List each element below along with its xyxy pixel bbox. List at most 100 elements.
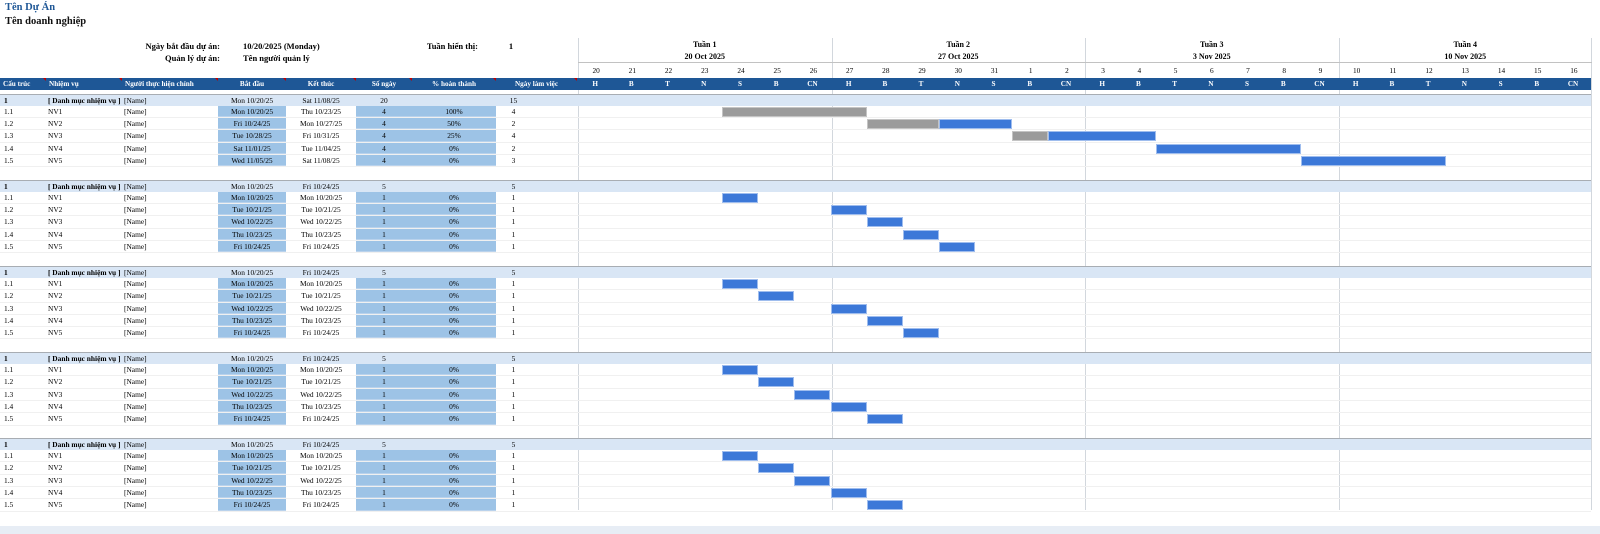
owner-cell[interactable]: [Name] [124,131,147,141]
workdays-cell[interactable]: 1 [511,303,516,313]
days-cell[interactable]: 4 [356,118,412,130]
days-cell[interactable]: 5 [382,439,386,449]
owner-cell[interactable]: [Name] [124,389,147,399]
wbs-cell[interactable]: 1.4 [4,229,14,239]
percent-complete-cell[interactable]: 0% [412,204,496,216]
days-cell[interactable]: 1 [356,327,412,339]
days-cell[interactable]: 4 [356,142,412,154]
owner-cell[interactable]: [Name] [124,106,147,116]
workdays-cell[interactable]: 1 [511,205,516,215]
task-name-cell[interactable]: NV5 [48,155,63,165]
end-date-cell[interactable]: Fri 10/24/25 [302,242,340,252]
end-date-cell[interactable]: Fri 10/31/25 [302,131,340,141]
percent-complete-cell[interactable]: 0% [412,499,496,511]
start-date-cell[interactable]: Fri 10/24/25 [218,241,286,253]
end-date-cell[interactable]: Tue 11/04/25 [301,143,341,153]
owner-cell[interactable]: [Name] [124,192,147,202]
start-date-cell[interactable]: Mon 10/20/25 [218,450,286,462]
start-date-cell[interactable]: Tue 10/21/25 [218,204,286,216]
percent-complete-cell[interactable]: 0% [412,228,496,241]
wbs-cell[interactable]: 1.3 [4,389,14,399]
percent-complete-cell[interactable]: 0% [412,154,496,167]
wbs-cell[interactable]: 1.1 [4,278,14,288]
percent-complete-cell[interactable]: 0% [412,314,496,327]
end-date-cell[interactable]: Wed 10/22/25 [300,217,342,227]
owner-cell[interactable]: [Name] [124,328,147,338]
percent-complete-cell[interactable] [412,353,496,364]
start-date-cell[interactable]: Wed 10/22/25 [218,474,286,486]
end-date-cell[interactable]: Fri 10/24/25 [302,500,340,510]
days-cell[interactable]: 5 [382,267,386,277]
workdays-cell[interactable]: 1 [511,414,516,424]
start-date-cell[interactable]: Thu 10/23/25 [218,314,286,327]
owner-cell[interactable]: [Name] [124,451,147,461]
wbs-cell[interactable]: 1.5 [4,328,14,338]
owner-cell[interactable]: [Name] [124,155,147,165]
owner-cell[interactable]: [Name] [124,315,147,325]
workdays-cell[interactable]: 1 [511,488,516,497]
days-cell[interactable]: 1 [356,228,412,241]
workdays-cell[interactable]: 1 [511,315,516,325]
start-date-cell[interactable]: Mon 10/20/25 [230,267,274,277]
percent-complete-cell[interactable]: 0% [412,290,496,302]
days-cell[interactable]: 4 [356,130,412,142]
end-date-cell[interactable]: Thu 10/23/25 [300,106,342,116]
wbs-cell[interactable]: 1.1 [4,192,14,202]
end-date-cell[interactable]: Mon 10/20/25 [299,278,343,288]
end-date-cell[interactable]: Mon 10/20/25 [299,192,343,202]
start-date-cell[interactable]: Tue 10/21/25 [218,290,286,302]
percent-complete-cell[interactable] [412,439,496,450]
task-name-cell[interactable]: NV2 [48,205,63,215]
days-cell[interactable]: 1 [356,376,412,388]
owner-cell[interactable]: [Name] [124,205,147,215]
workdays-cell[interactable]: 1 [511,217,516,227]
start-date-cell[interactable]: Fri 10/24/25 [218,413,286,425]
days-cell[interactable]: 1 [356,474,412,486]
task-name-cell[interactable]: NV4 [48,488,63,497]
start-date-cell[interactable]: Thu 10/23/25 [218,228,286,241]
workdays-cell[interactable]: 5 [511,439,516,449]
wbs-cell[interactable]: 1.3 [4,217,14,227]
workdays-cell[interactable]: 1 [511,401,516,411]
end-date-cell[interactable]: Wed 10/22/25 [300,303,342,313]
workdays-cell[interactable]: 1 [511,291,516,301]
owner-cell[interactable]: [Name] [124,119,147,129]
task-name-cell[interactable]: NV5 [48,414,63,424]
end-date-cell[interactable]: Thu 10/23/25 [300,401,342,411]
percent-complete-cell[interactable]: 0% [412,462,496,474]
percent-complete-cell[interactable]: 0% [412,400,496,413]
owner-cell[interactable]: [Name] [124,229,147,239]
percent-complete-cell[interactable] [412,181,496,192]
end-date-cell[interactable]: Tue 10/21/25 [301,205,341,215]
owner-cell[interactable]: [Name] [124,217,147,227]
start-date-cell[interactable]: Mon 10/20/25 [218,191,286,204]
start-date-cell[interactable]: Mon 10/20/25 [230,353,274,363]
days-cell[interactable]: 1 [356,413,412,425]
end-date-cell[interactable]: Fri 10/24/25 [302,328,340,338]
workdays-cell[interactable]: 2 [511,143,516,153]
workdays-cell[interactable]: 5 [511,181,516,191]
days-cell[interactable]: 1 [356,450,412,462]
start-date-cell[interactable]: Thu 10/23/25 [218,400,286,413]
task-name-cell[interactable]: NV5 [48,500,63,510]
percent-complete-cell[interactable]: 0% [412,450,496,462]
workdays-cell[interactable]: 15 [509,95,518,105]
task-name-cell[interactable]: [ Danh mục nhiệm vụ ] [48,439,121,449]
percent-complete-cell[interactable]: 0% [412,277,496,290]
wbs-cell[interactable]: 1.3 [4,303,14,313]
owner-cell[interactable]: [Name] [124,500,147,510]
owner-cell[interactable]: [Name] [124,439,147,449]
start-date-cell[interactable]: Sat 11/01/25 [218,142,286,154]
start-date-cell[interactable]: Mon 10/20/25 [230,181,274,191]
task-name-cell[interactable]: NV3 [48,131,63,141]
task-name-cell[interactable]: [ Danh mục nhiệm vụ ] [48,353,121,363]
owner-cell[interactable]: [Name] [124,242,147,252]
workdays-cell[interactable]: 4 [511,131,516,141]
start-date-cell[interactable]: Wed 10/22/25 [218,302,286,314]
week-display-value[interactable]: 1 [508,41,514,51]
wbs-cell[interactable]: 1.1 [4,365,14,375]
days-cell[interactable]: 1 [356,388,412,400]
task-name-cell[interactable]: NV1 [48,278,63,288]
end-date-cell[interactable]: Thu 10/23/25 [300,315,342,325]
start-date-cell[interactable]: Fri 10/24/25 [218,327,286,339]
